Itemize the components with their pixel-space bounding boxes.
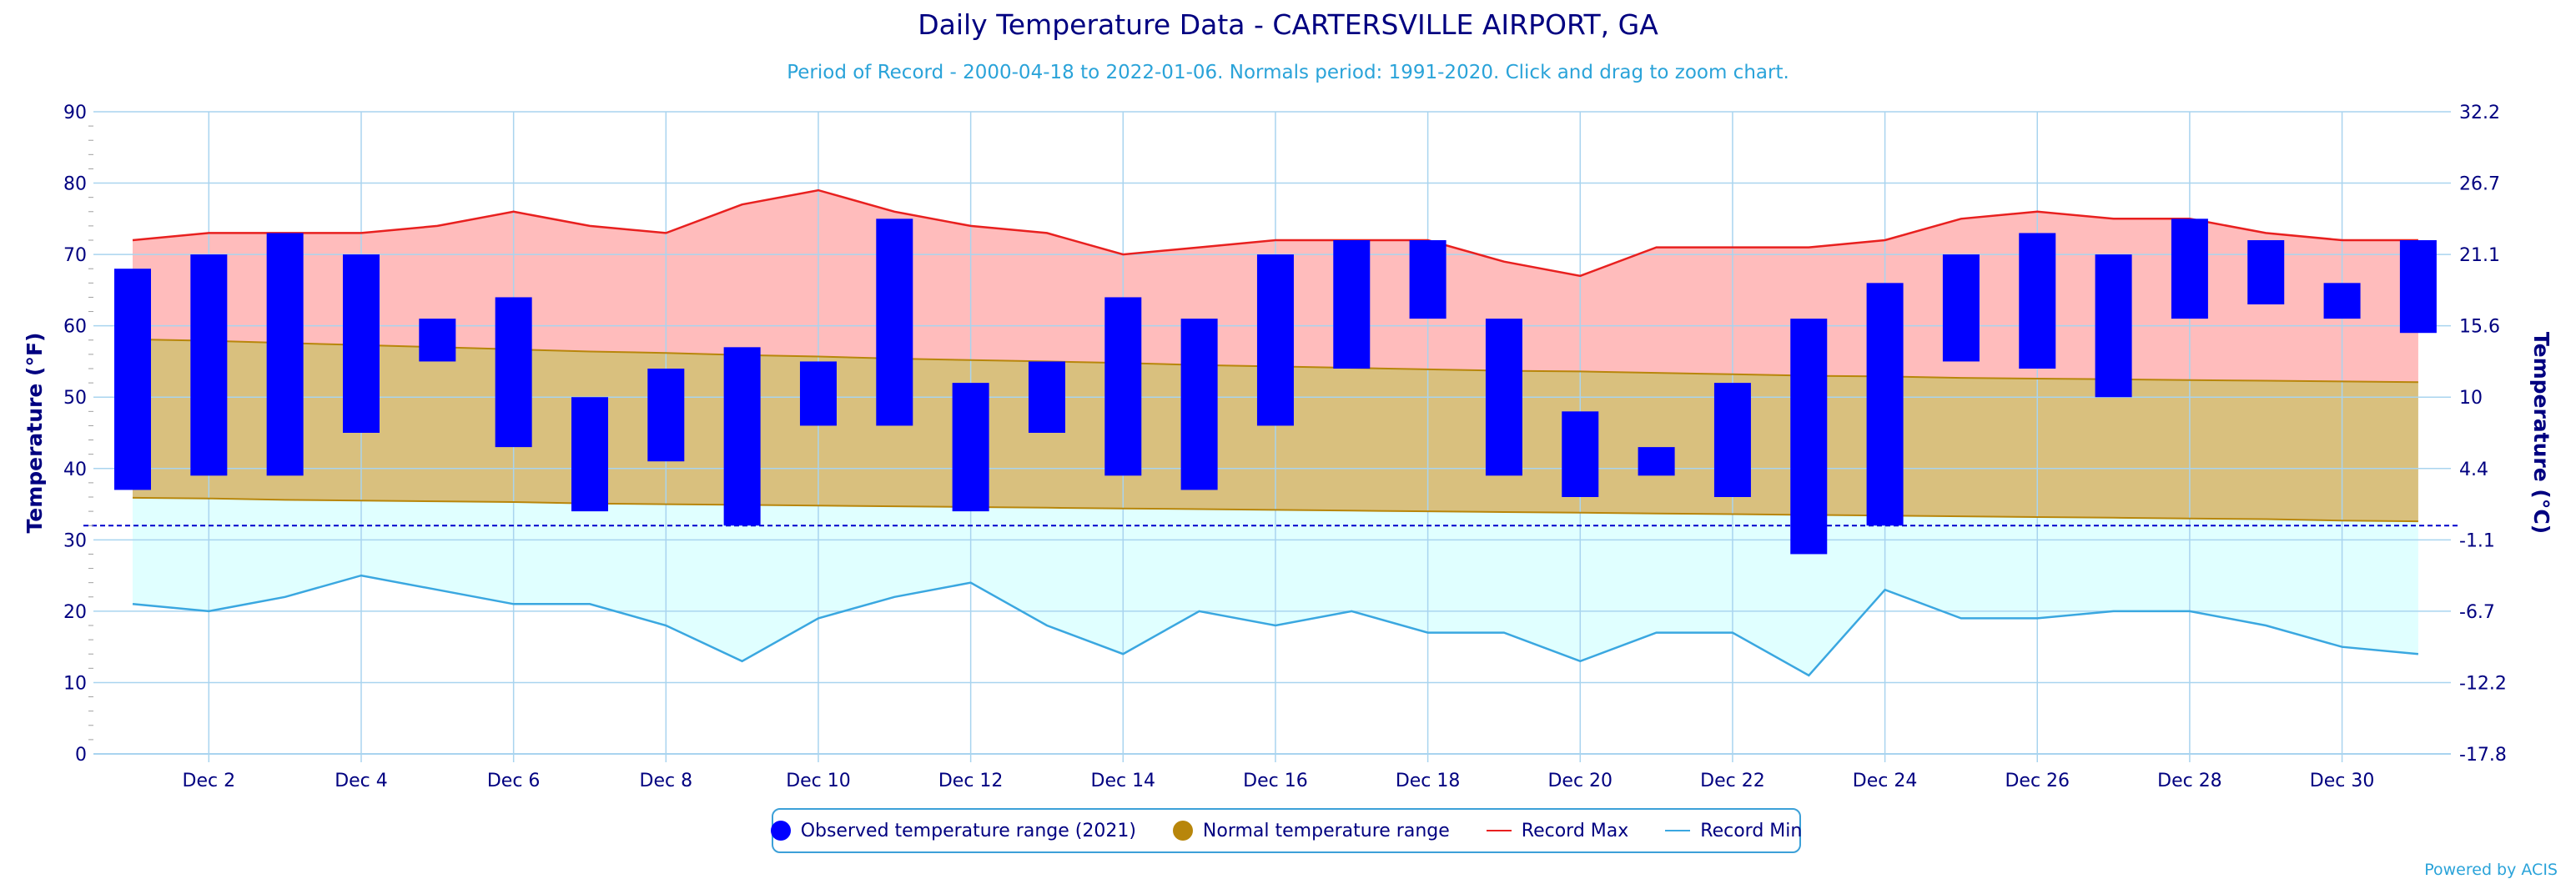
record-lines	[83, 188, 2461, 677]
normal-low-line	[132, 496, 2418, 523]
y-tick-label-left: 70	[63, 245, 87, 266]
observed-bar[interactable]	[1409, 240, 1446, 319]
record-max-line	[132, 188, 2418, 278]
observed-bar[interactable]	[495, 297, 532, 448]
y-tick-label-left: 60	[63, 317, 87, 338]
y-tick-label-left: 10	[63, 673, 87, 694]
y-tick-label-left: 0	[75, 745, 87, 766]
legend-label-record-max: Record Max	[1521, 820, 1629, 841]
x-tick-label: Dec 26	[2005, 771, 2070, 791]
observed-bar[interactable]	[419, 319, 456, 362]
legend-label-observed: Observed temperature range (2021)	[800, 820, 1136, 841]
y-axis-title-left: Temperature (°F)	[23, 333, 47, 534]
chart-subtitle: Period of Record - 2000-04-18 to 2022-01…	[787, 62, 1789, 83]
record-max-line-icon	[1486, 830, 1512, 831]
observed-bar[interactable]	[1713, 383, 1751, 497]
observed-bars[interactable]	[114, 218, 2437, 555]
observed-bar[interactable]	[952, 383, 989, 512]
x-tick-label: Dec 20	[1547, 771, 1613, 791]
x-tick-label: Dec 8	[640, 771, 693, 791]
legend-item-record-max[interactable]: Record Max	[1486, 820, 1629, 841]
x-tick-label: Dec 18	[1396, 771, 1461, 791]
observed-bar[interactable]	[342, 254, 380, 433]
observed-bar[interactable]	[876, 218, 913, 426]
x-tick-label: Dec 2	[183, 771, 236, 791]
observed-bar[interactable]	[2171, 218, 2208, 319]
y-tick-label-right: 4.4	[2459, 460, 2488, 480]
legend-item-normal[interactable]: Normal temperature range	[1172, 820, 1450, 841]
y-axis-title-right: Temperature (°C)	[2529, 332, 2553, 534]
y-tick-label-right: -6.7	[2459, 602, 2495, 623]
x-tick-label: Dec 6	[487, 771, 541, 791]
y-tick-label-right: 10	[2459, 388, 2483, 409]
observed-bar[interactable]	[1028, 361, 1065, 433]
observed-bar[interactable]	[1562, 411, 1599, 497]
legend: Observed temperature range (2021) Normal…	[770, 808, 1802, 853]
y-tick-label-right: 15.6	[2459, 317, 2500, 338]
x-tick-label: Dec 30	[2310, 771, 2375, 791]
y-tick-label-left: 90	[63, 103, 87, 123]
observed-bar[interactable]	[1638, 447, 1675, 476]
x-tick-label: Dec 10	[786, 771, 851, 791]
x-tick-label: Dec 22	[1700, 771, 1765, 791]
legend-label-normal: Normal temperature range	[1202, 820, 1450, 841]
observed-bar[interactable]	[723, 347, 761, 526]
observed-bar[interactable]	[114, 269, 151, 490]
x-tick-label: Dec 24	[1853, 771, 1918, 791]
x-tick-label: Dec 28	[2157, 771, 2222, 791]
legend-label-record-min: Record Min	[1700, 820, 1803, 841]
observed-bar[interactable]	[2095, 254, 2132, 398]
observed-bar[interactable]	[190, 254, 228, 476]
observed-bar[interactable]	[571, 397, 608, 512]
y-tick-label-left: 40	[63, 460, 87, 480]
observed-bar[interactable]	[2323, 283, 2361, 319]
y-tick-label-right: -1.1	[2459, 530, 2495, 551]
x-tick-label: Dec 4	[335, 771, 388, 791]
legend-item-record-min[interactable]: Record Min	[1665, 821, 1802, 841]
observed-bar[interactable]	[2019, 233, 2056, 369]
x-tick-label: Dec 14	[1091, 771, 1156, 791]
observed-bar[interactable]	[1104, 297, 1142, 476]
y-tick-label-right: 21.1	[2459, 245, 2500, 266]
observed-bar[interactable]	[1866, 283, 1904, 526]
normal-marker-icon	[1172, 821, 1193, 841]
observed-bar[interactable]	[1180, 319, 1218, 490]
observed-bar[interactable]	[647, 369, 685, 462]
y-tick-label-right: 26.7	[2459, 174, 2500, 195]
y-tick-label-right: -17.8	[2459, 745, 2507, 766]
axes: 0 -17.8 10 -12.2 20 -6.7 30 -1.1 40 4.4 50 10 60 15.6…	[63, 103, 2507, 791]
y-tick-label-left: 20	[63, 602, 87, 623]
observed-bar[interactable]	[2247, 240, 2285, 304]
y-tick-label-right: -12.2	[2459, 673, 2507, 694]
y-tick-label-left: 50	[63, 388, 87, 409]
observed-bar[interactable]	[799, 361, 837, 426]
legend-item-observed[interactable]: Observed temperature range (2021)	[770, 820, 1136, 841]
y-tick-label-left: 80	[63, 174, 87, 195]
x-tick-label: Dec 12	[938, 771, 1004, 791]
observed-bar[interactable]	[1485, 319, 1522, 476]
observed-bar[interactable]	[1790, 319, 1828, 555]
observed-bar[interactable]	[1942, 254, 1980, 362]
record-min-line-icon	[1665, 830, 1691, 831]
observed-bar[interactable]	[1256, 254, 1294, 426]
observed-bar[interactable]	[266, 233, 304, 476]
observed-bar[interactable]	[1333, 240, 1371, 369]
observed-bar[interactable]	[2399, 240, 2437, 334]
observed-marker-icon	[770, 821, 791, 841]
powered-by-credit[interactable]: Powered by ACIS	[2424, 861, 2558, 879]
chart-title: Daily Temperature Data - CARTERSVILLE AI…	[918, 8, 1658, 41]
y-tick-label-left: 30	[63, 530, 87, 551]
record-min-line	[132, 574, 2419, 677]
y-tick-label-right: 32.2	[2459, 103, 2500, 123]
x-tick-label: Dec 16	[1243, 771, 1308, 791]
